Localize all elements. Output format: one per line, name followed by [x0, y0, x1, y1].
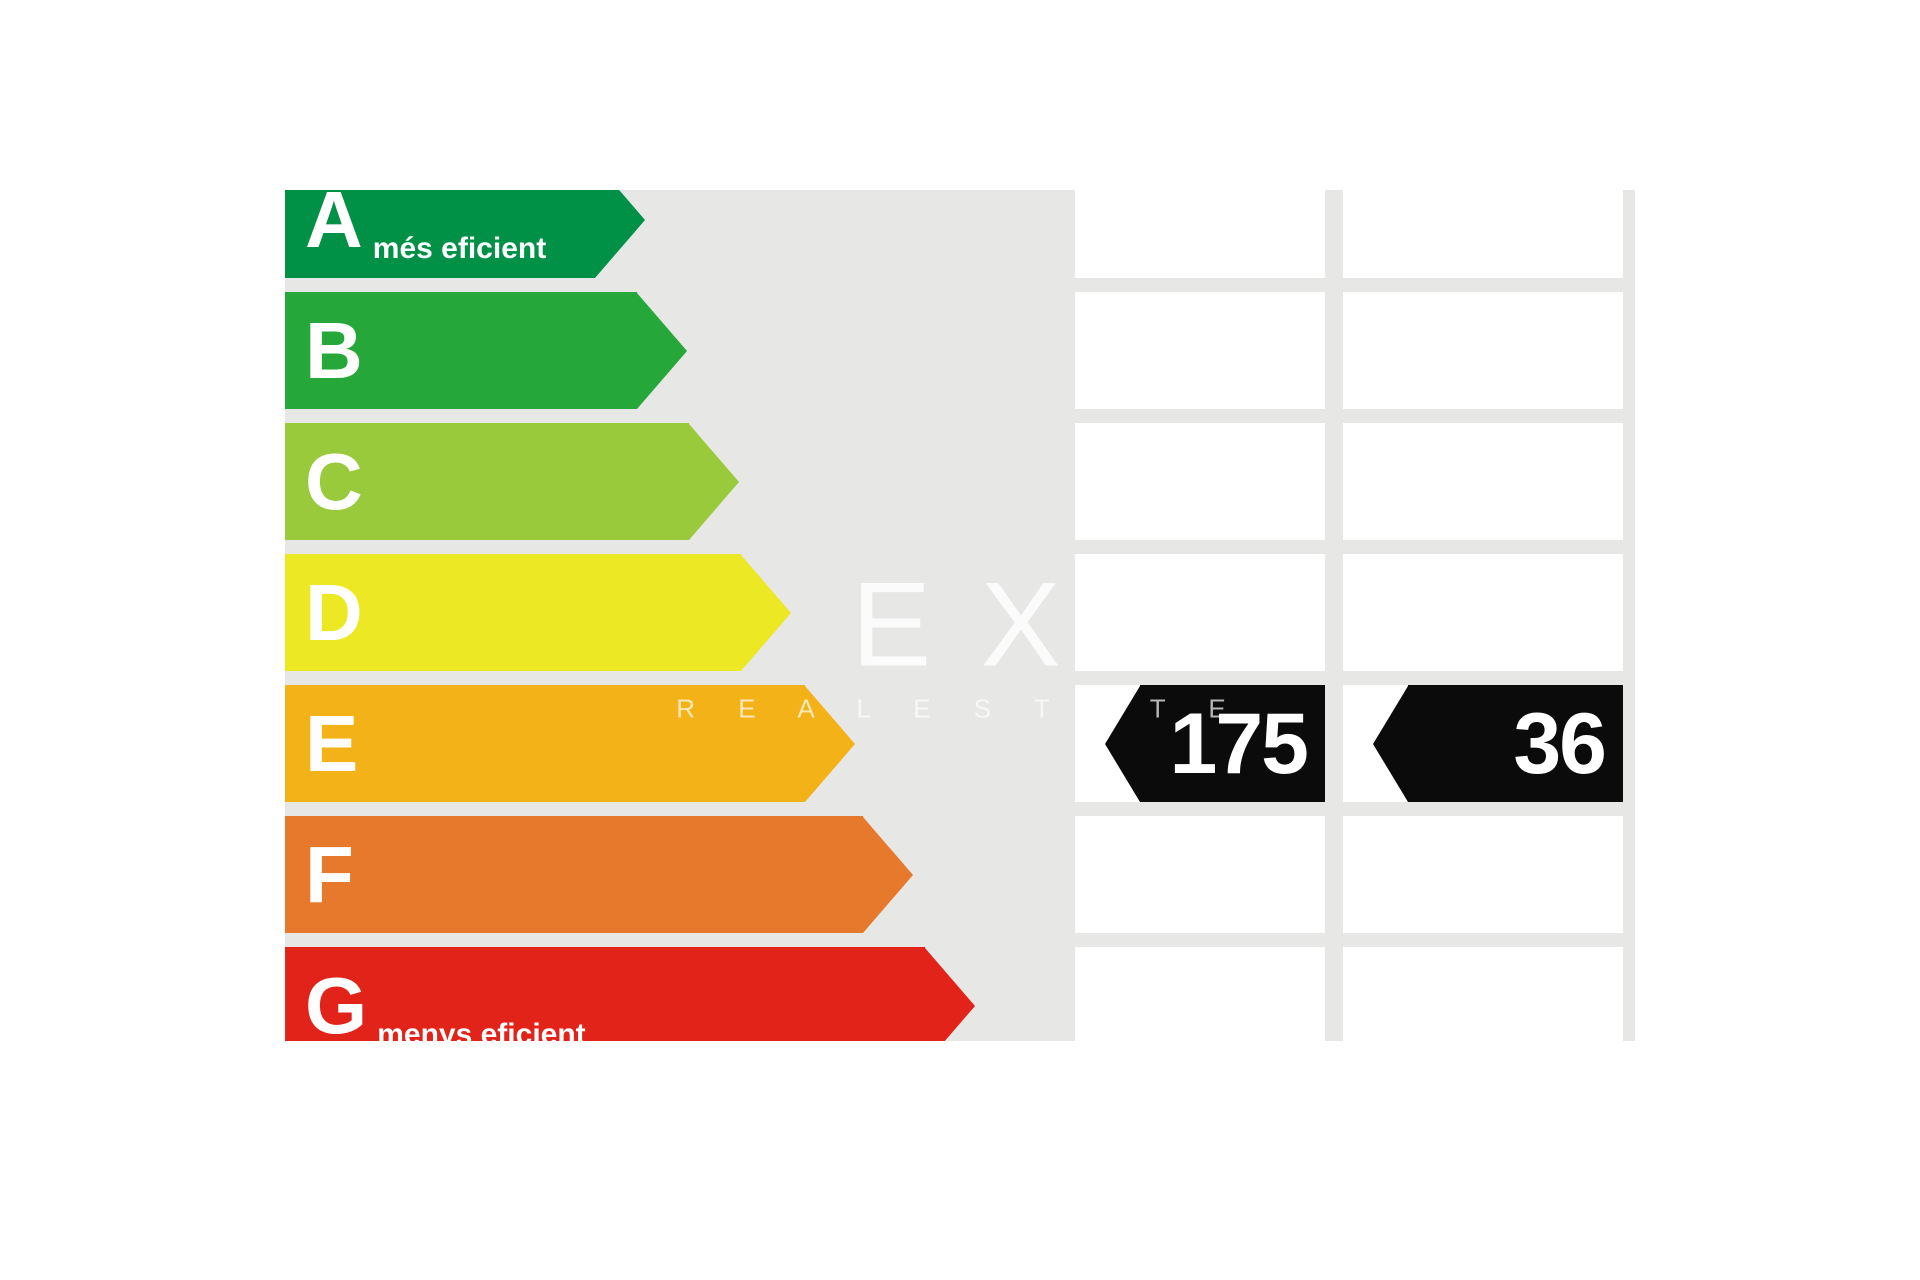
value-tag-1: 175 — [1105, 685, 1325, 802]
value-text: 36 — [1408, 685, 1623, 802]
rating-arrow-a: Amés eficient — [285, 190, 645, 278]
rating-arrow-e: E — [285, 685, 855, 802]
rating-arrow-d: D — [285, 554, 791, 671]
value-cell-2 — [1343, 947, 1623, 1041]
value-tag-2: 36 — [1373, 685, 1623, 802]
value-text: 175 — [1140, 685, 1325, 802]
value-cell-1 — [1075, 190, 1325, 278]
value-cell-1 — [1075, 947, 1325, 1041]
rating-sublabel: menys eficient — [377, 1020, 585, 1041]
rating-letter: A — [305, 190, 363, 260]
value-cell-1 — [1075, 816, 1325, 933]
rating-letter: G — [305, 966, 367, 1042]
rating-arrow-b: B — [285, 292, 687, 409]
value-cell-1 — [1075, 554, 1325, 671]
rating-letter: C — [305, 442, 363, 522]
energy-rating-chart: Amés eficientBCDE17536FGmenys eficient E… — [0, 0, 1920, 1280]
rating-row-b: B — [285, 292, 1635, 409]
value-cell-2 — [1343, 554, 1623, 671]
rating-row-g: Gmenys eficient — [285, 947, 1635, 1041]
rating-row-d: D — [285, 554, 1635, 671]
rating-arrow-g: Gmenys eficient — [285, 947, 975, 1041]
rating-row-c: C — [285, 423, 1635, 540]
value-cell-2 — [1343, 816, 1623, 933]
rating-letter: F — [305, 835, 354, 915]
value-cell-1 — [1075, 423, 1325, 540]
rating-letter: E — [305, 704, 358, 784]
rating-row-a: Amés eficient — [285, 190, 1635, 278]
rating-row-f: F — [285, 816, 1635, 933]
rating-arrow-c: C — [285, 423, 739, 540]
rating-letter: D — [305, 573, 363, 653]
value-cell-2 — [1343, 423, 1623, 540]
rating-sublabel: més eficient — [373, 234, 546, 264]
value-cell-2 — [1343, 292, 1623, 409]
rating-letter: B — [305, 311, 363, 391]
rating-arrow-f: F — [285, 816, 913, 933]
chart-body: Amés eficientBCDE17536FGmenys eficient — [285, 190, 1635, 1041]
value-cell-2 — [1343, 190, 1623, 278]
value-cell-1 — [1075, 292, 1325, 409]
rating-row-e: E 175 36 — [285, 685, 1635, 802]
